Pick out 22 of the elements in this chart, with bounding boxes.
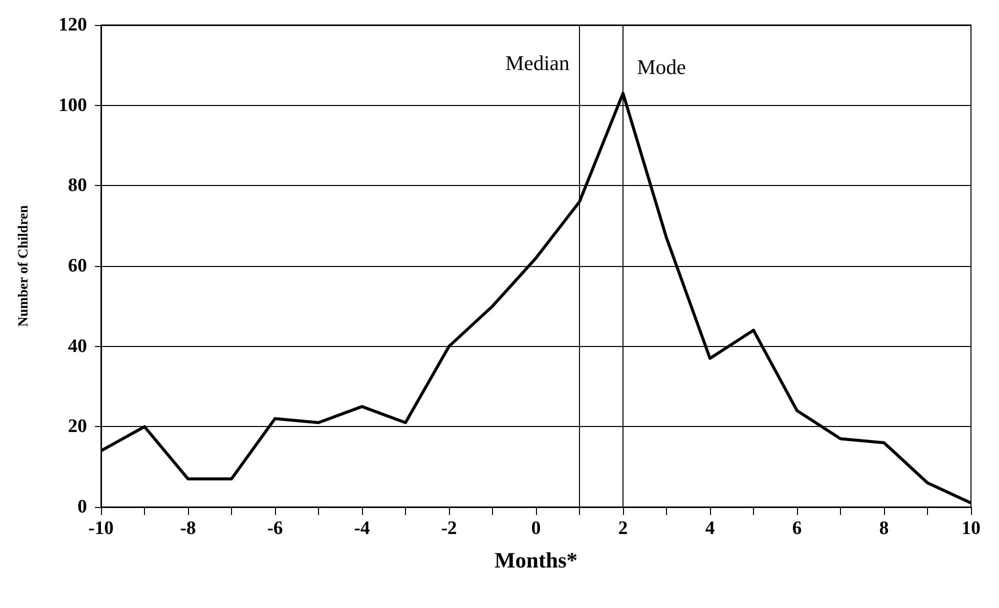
x-tick-label: 0	[531, 518, 541, 539]
x-axis-title: Months*	[494, 548, 578, 572]
y-tick-label: 120	[58, 14, 87, 36]
x-tick-label: -2	[441, 518, 457, 539]
x-tick-label: -10	[88, 518, 114, 539]
x-tick-label: -4	[354, 518, 370, 539]
ref-line-label: Median	[505, 51, 570, 75]
y-tick-label: 100	[58, 94, 87, 116]
x-tick-label: 2	[618, 518, 628, 539]
y-tick-label: 40	[68, 336, 87, 357]
x-tick-label: 6	[792, 518, 802, 539]
x-tick-label: 4	[705, 518, 716, 539]
y-tick-label: 0	[78, 496, 87, 518]
x-tick-label: 8	[879, 518, 889, 539]
x-tick-label: 10	[962, 518, 980, 539]
x-tick-label: -6	[267, 518, 283, 539]
y-axis-title: Number of Children	[16, 204, 32, 327]
y-tick-label: 60	[68, 256, 87, 276]
y-tick-label: 80	[68, 175, 87, 196]
x-tick-label: -8	[180, 518, 196, 539]
y-tick-label: 20	[68, 416, 87, 438]
ref-line-label: Mode	[637, 55, 686, 79]
